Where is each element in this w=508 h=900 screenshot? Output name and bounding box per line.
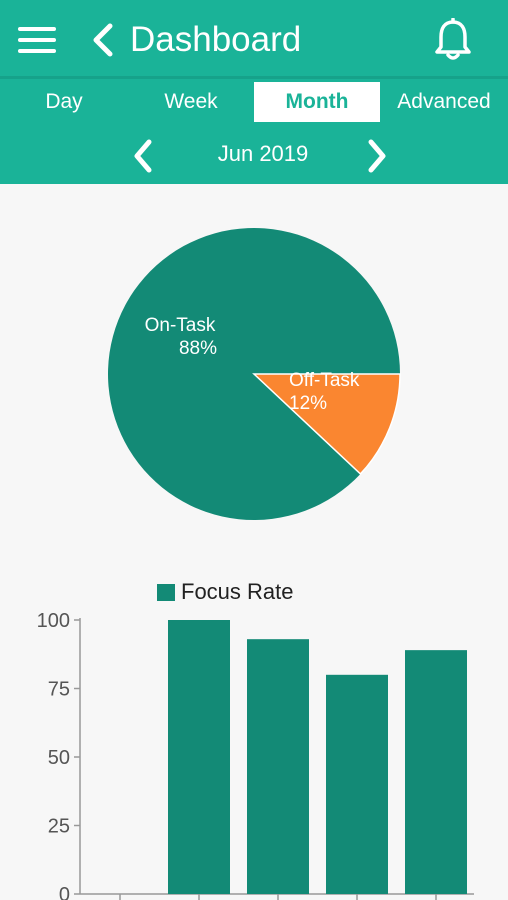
y-tick-label: 75: [48, 679, 70, 701]
y-tick-label: 100: [37, 610, 70, 632]
date-navigator: Jun 2019: [0, 132, 508, 180]
bar: [405, 650, 467, 894]
chevron-left-icon[interactable]: [88, 20, 118, 60]
bell-icon[interactable]: [433, 18, 473, 62]
top-bar: Dashboard: [0, 0, 508, 79]
app-header: Dashboard Day Week Month Advanced Jun 20…: [0, 0, 508, 184]
pie-label-on-task: On-Task: [145, 315, 216, 336]
pie-slice-off-task: [252, 373, 401, 476]
y-tick-label: 50: [48, 747, 70, 769]
pie-label-off-task: Off-Task: [289, 370, 360, 391]
pie-value-off-task: 12%: [289, 393, 327, 414]
y-tick-label: 0: [59, 884, 70, 900]
header-divider: [0, 76, 508, 79]
focus-rate-bar-chart: Focus Rate 0 25 50 75 100: [37, 579, 474, 900]
period-tabs: Day Week Month Advanced: [0, 82, 508, 122]
page-title: Dashboard: [130, 20, 302, 59]
previous-period-icon[interactable]: [130, 138, 156, 174]
tab-advanced[interactable]: Advanced: [397, 90, 491, 113]
tab-month[interactable]: Month: [254, 82, 380, 122]
next-period-icon[interactable]: [364, 138, 390, 174]
tab-week[interactable]: Week: [164, 90, 218, 113]
bar: [247, 639, 309, 894]
pie-value-on-task: 88%: [179, 338, 217, 359]
legend-swatch: [157, 584, 175, 601]
current-period-label: Jun 2019: [217, 141, 309, 166]
hamburger-menu-icon[interactable]: [18, 25, 58, 55]
bar: [326, 674, 388, 894]
tab-day[interactable]: Day: [45, 90, 83, 113]
legend-label: Focus Rate: [181, 579, 294, 604]
y-tick-label: 25: [48, 816, 70, 838]
bar: [168, 620, 230, 894]
